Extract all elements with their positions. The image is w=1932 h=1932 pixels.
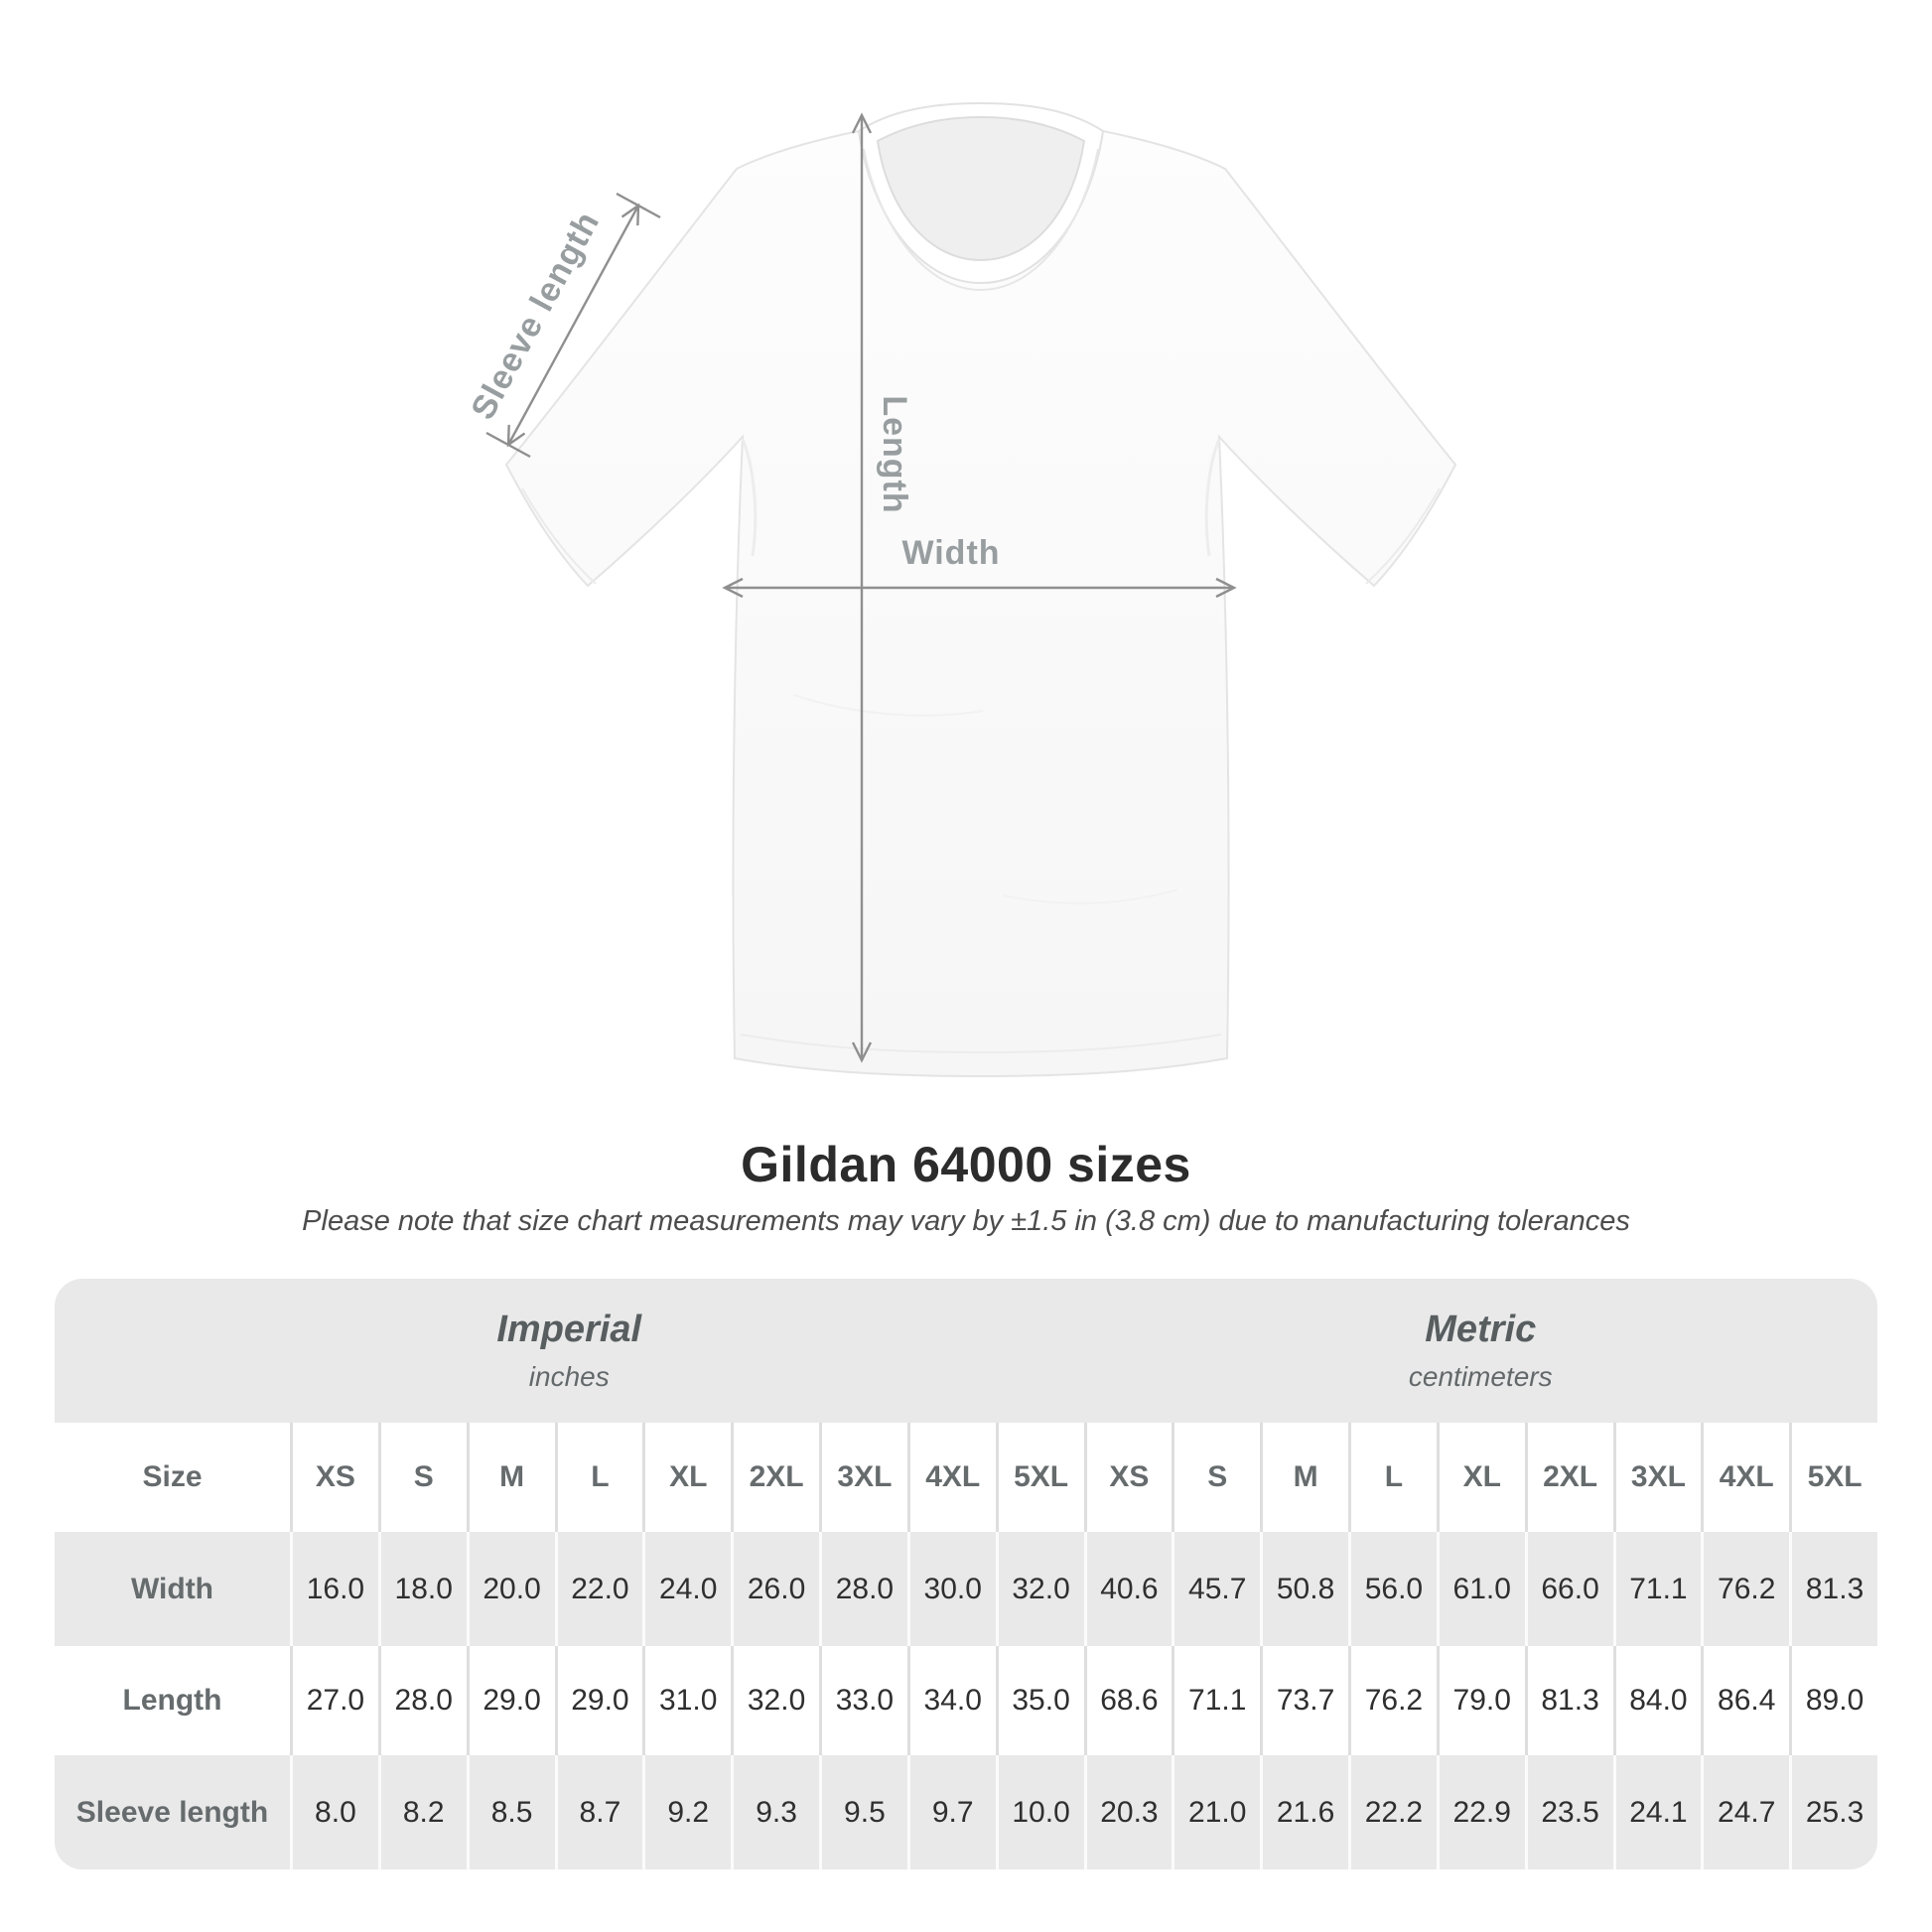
page-title: Gildan 64000 sizes	[741, 1137, 1191, 1192]
imperial-value-cell: 28.0	[377, 1646, 467, 1755]
imperial-value-cell: 9.3	[731, 1755, 819, 1869]
imperial-value-cell: 8.5	[466, 1755, 555, 1869]
imperial-size-header: 2XL	[731, 1423, 819, 1532]
metric-value-cell: 73.7	[1260, 1646, 1348, 1755]
metric-value-cell: 50.8	[1260, 1532, 1348, 1646]
metric-label: Metric	[1425, 1309, 1537, 1350]
imperial-value-cell: 8.7	[554, 1755, 643, 1869]
metric-value-cell: 40.6	[1083, 1532, 1173, 1646]
metric-size-header: XL	[1436, 1423, 1525, 1532]
metric-value-cell: 66.0	[1524, 1532, 1613, 1646]
sleeve-length-arrow	[506, 203, 640, 448]
metric-unit-label: centimeters	[1408, 1361, 1553, 1392]
metric-value-cell: 25.3	[1789, 1755, 1877, 1869]
metric-value-cell: 56.0	[1348, 1532, 1437, 1646]
metric-value-cell: 20.3	[1083, 1755, 1173, 1869]
metric-size-header: S	[1172, 1423, 1261, 1532]
metric-value-cell: 79.0	[1436, 1646, 1525, 1755]
imperial-value-cell: 18.0	[377, 1532, 467, 1646]
tshirt-measurement-diagram: Sleeve length Length Width	[464, 101, 1457, 1078]
imperial-value-cell: 32.0	[995, 1532, 1084, 1646]
metric-size-header: 4XL	[1701, 1423, 1790, 1532]
imperial-size-header: 5XL	[995, 1423, 1084, 1532]
imperial-value-cell: 24.0	[642, 1532, 732, 1646]
length-label: Length	[876, 395, 913, 513]
metric-value-cell: 45.7	[1172, 1532, 1261, 1646]
imperial-value-cell: 9.7	[906, 1755, 996, 1869]
metric-value-cell: 76.2	[1701, 1532, 1790, 1646]
dimension-annotations	[485, 112, 1237, 1063]
imperial-value-cell: 34.0	[906, 1646, 996, 1755]
imperial-value-cell: 16.0	[290, 1532, 378, 1646]
metric-size-header: 5XL	[1789, 1423, 1877, 1532]
metric-group-header: Metric centimeters	[1083, 1279, 1877, 1423]
collar-opening	[876, 115, 1086, 262]
metric-size-header: L	[1348, 1423, 1437, 1532]
size-table: Imperial inches Metric centimeters Size X…	[55, 1279, 1877, 1869]
imperial-label: Imperial	[496, 1309, 642, 1350]
imperial-value-cell: 9.2	[642, 1755, 732, 1869]
metric-value-cell: 24.1	[1612, 1755, 1702, 1869]
size-column-header: Size	[55, 1423, 290, 1532]
metric-size-header: M	[1260, 1423, 1348, 1532]
imperial-size-header: 4XL	[906, 1423, 996, 1532]
metric-size-header: XS	[1083, 1423, 1173, 1532]
imperial-size-header: XS	[290, 1423, 378, 1532]
imperial-size-header: XL	[642, 1423, 732, 1532]
imperial-size-header: 3XL	[819, 1423, 907, 1532]
imperial-value-cell: 33.0	[819, 1646, 907, 1755]
imperial-value-cell: 31.0	[642, 1646, 732, 1755]
metric-value-cell: 24.7	[1701, 1755, 1790, 1869]
imperial-value-cell: 29.0	[466, 1646, 555, 1755]
imperial-group-header: Imperial inches	[55, 1279, 1084, 1423]
imperial-value-cell: 20.0	[466, 1532, 555, 1646]
imperial-value-cell: 32.0	[731, 1646, 819, 1755]
metric-value-cell: 68.6	[1083, 1646, 1173, 1755]
imperial-size-header: M	[466, 1423, 555, 1532]
imperial-value-cell: 8.2	[377, 1755, 467, 1869]
tshirt-photo	[504, 101, 1457, 1078]
imperial-unit-label: inches	[528, 1361, 610, 1392]
imperial-value-cell: 9.5	[819, 1755, 907, 1869]
imperial-value-cell: 29.0	[554, 1646, 643, 1755]
imperial-value-cell: 8.0	[290, 1755, 378, 1869]
metric-value-cell: 22.2	[1348, 1755, 1437, 1869]
metric-value-cell: 76.2	[1348, 1646, 1437, 1755]
metric-value-cell: 84.0	[1612, 1646, 1702, 1755]
tolerance-note: Please note that size chart measurements…	[302, 1205, 1630, 1237]
metric-value-cell: 86.4	[1701, 1646, 1790, 1755]
imperial-value-cell: 22.0	[554, 1532, 643, 1646]
row-label: Width	[55, 1532, 290, 1646]
imperial-value-cell: 28.0	[819, 1532, 907, 1646]
imperial-value-cell: 30.0	[906, 1532, 996, 1646]
imperial-size-header: S	[377, 1423, 467, 1532]
row-label: Length	[55, 1646, 290, 1755]
metric-value-cell: 21.0	[1172, 1755, 1261, 1869]
imperial-value-cell: 26.0	[731, 1532, 819, 1646]
metric-size-header: 2XL	[1524, 1423, 1613, 1532]
imperial-value-cell: 35.0	[995, 1646, 1084, 1755]
metric-size-header: 3XL	[1612, 1423, 1702, 1532]
metric-value-cell: 23.5	[1524, 1755, 1613, 1869]
metric-value-cell: 61.0	[1436, 1532, 1525, 1646]
metric-value-cell: 71.1	[1612, 1532, 1702, 1646]
metric-value-cell: 81.3	[1789, 1532, 1877, 1646]
metric-value-cell: 21.6	[1260, 1755, 1348, 1869]
metric-value-cell: 22.9	[1436, 1755, 1525, 1869]
row-label: Sleeve length	[55, 1755, 290, 1869]
imperial-size-header: L	[554, 1423, 643, 1532]
width-label: Width	[901, 534, 1000, 572]
metric-value-cell: 81.3	[1524, 1646, 1613, 1755]
imperial-value-cell: 27.0	[290, 1646, 378, 1755]
metric-value-cell: 89.0	[1789, 1646, 1877, 1755]
metric-value-cell: 71.1	[1172, 1646, 1261, 1755]
imperial-value-cell: 10.0	[995, 1755, 1084, 1869]
